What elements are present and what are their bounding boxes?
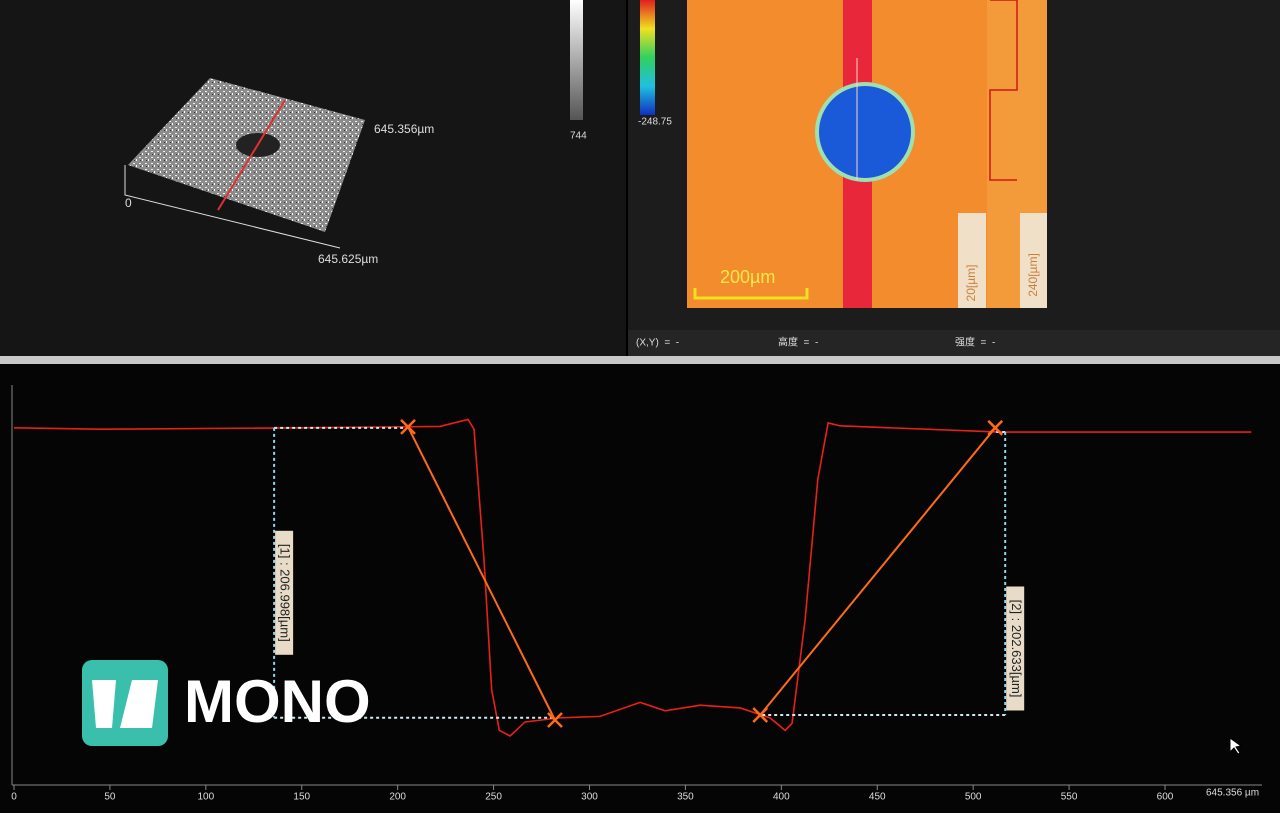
x-tick-label: 300 <box>581 792 598 803</box>
marker <box>752 707 769 723</box>
status-item: 强度 = - <box>955 336 995 349</box>
marker-link <box>759 427 996 716</box>
x-tick-label: 350 <box>677 792 694 803</box>
profile-line <box>13 418 1252 737</box>
divider <box>0 356 1280 364</box>
profile-label: 20[µm] <box>964 265 978 302</box>
marker-link <box>407 426 556 721</box>
status-item: 高度 = - <box>778 336 818 349</box>
label-box <box>1020 213 1047 308</box>
x-tick-label: 50 <box>104 792 116 803</box>
mouse-cursor <box>1229 737 1243 755</box>
scale-max: 744 <box>570 131 587 142</box>
logo-text: MONO <box>184 668 371 735</box>
logo-shape <box>92 680 116 728</box>
x-tick-label: 200 <box>389 792 406 803</box>
measure-label: [2] : 202.633[µm] <box>1009 600 1024 698</box>
y-size: 645.356µm <box>374 122 434 136</box>
x-tick-label: 150 <box>293 792 310 803</box>
x-tick-label: 250 <box>485 792 502 803</box>
x-tick-label: 100 <box>197 792 214 803</box>
x-tick-label: 450 <box>869 792 886 803</box>
x-tick-label: 400 <box>773 792 790 803</box>
x-end-label: 645.356 µm <box>1206 788 1259 799</box>
measure-label: [1] : 206.998[µm] <box>278 544 293 642</box>
x-tick-label: 600 <box>1157 792 1174 803</box>
axes-3d <box>124 165 341 249</box>
scale-bar <box>693 288 809 300</box>
marker <box>987 419 1004 436</box>
x-size: 645.625µm <box>318 252 378 266</box>
profile-label: 240[µm] <box>1026 253 1040 297</box>
marker <box>400 418 416 435</box>
x-tick-label: 550 <box>1061 792 1078 803</box>
pit <box>819 86 911 178</box>
strip-profile <box>989 0 1018 181</box>
status-item: (X,Y) = - <box>636 338 679 349</box>
scale-min: -248.75 <box>638 117 672 128</box>
section-line <box>217 99 286 211</box>
label-box <box>958 213 986 308</box>
scale-bar-label: 200µm <box>720 267 775 287</box>
plot: 0 50 100 150 200 250 300 350 400 450 500 550 600 645.… <box>11 418 1259 803</box>
marker <box>547 712 563 728</box>
x-tick-label: 0 <box>11 792 17 803</box>
profile-panel <box>0 364 1280 813</box>
status-bar <box>628 330 1280 356</box>
measure-box <box>275 530 294 655</box>
measure-box <box>1006 586 1025 711</box>
grey-scale <box>570 0 583 120</box>
origin: 0 <box>125 196 132 210</box>
x-tick-label: 500 <box>965 792 982 803</box>
logo-shape <box>120 680 158 728</box>
color-scale <box>640 0 655 115</box>
